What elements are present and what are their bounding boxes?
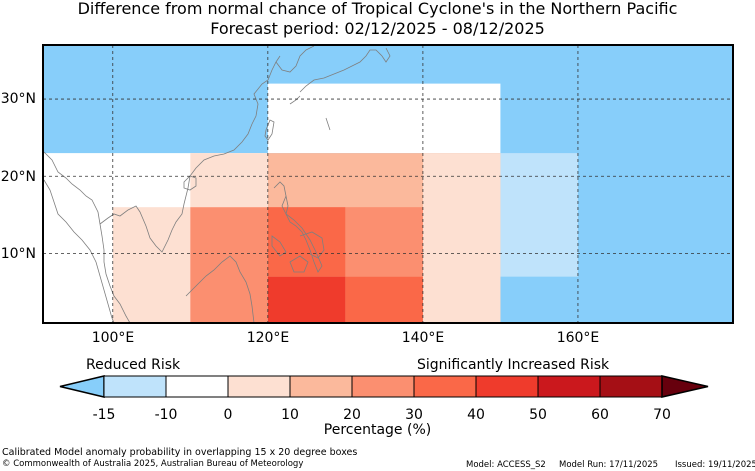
issued-date: Issued: 19/11/2025 <box>675 460 755 470</box>
anomaly-grid <box>43 45 733 323</box>
lat-label-30n: 30°N <box>0 91 36 107</box>
coastline-asia-mainland <box>43 55 281 324</box>
colorbar-tick-label: 0 <box>223 407 233 423</box>
forecast-period: Forecast period: 02/12/2025 - 08/12/2025 <box>210 19 545 38</box>
lon-label-100e: 100°E <box>91 330 135 346</box>
grid-cell-11 <box>267 276 346 323</box>
model-run: Model Run: 17/11/2025 <box>559 460 659 470</box>
lon-label-120e: 120°E <box>246 330 290 346</box>
coastline-borneo <box>185 255 255 324</box>
map-frame <box>42 44 734 324</box>
grid-cell-10 <box>345 276 423 323</box>
colorbar-extend-low <box>59 375 105 398</box>
colorbar-tick-label: 30 <box>405 407 423 423</box>
colorbar-bin-6 <box>475 375 539 398</box>
grid-cell-8 <box>345 207 423 277</box>
reduced-risk-label: Reduced Risk <box>86 357 181 373</box>
method-note: Calibrated Model anomaly probability in … <box>2 447 358 458</box>
coastline-korea <box>275 45 315 73</box>
graticule <box>43 45 733 323</box>
colorbar-bin-7 <box>537 375 601 398</box>
colorbar-tick-label: 60 <box>591 407 609 423</box>
grid-cell-7 <box>190 207 268 323</box>
colorbar-segments <box>59 375 709 398</box>
colorbar-tick-label: 50 <box>529 407 547 423</box>
colorbar-bin-2 <box>227 375 291 398</box>
chart-title: Difference from normal chance of Tropica… <box>77 0 678 18</box>
increased-risk-label: Significantly Increased Risk <box>417 357 610 373</box>
copyright-text: © Commonwealth of Australia 2025, Austra… <box>2 459 304 469</box>
colorbar-bin-0 <box>103 375 167 398</box>
coastline-japan <box>299 47 391 93</box>
grid-cell-6 <box>422 153 501 323</box>
colorbar-tick-label: 10 <box>281 407 299 423</box>
model-name: Model: ACCESS_S2 <box>466 460 546 470</box>
grid-cell-1 <box>267 83 501 154</box>
colorbar-tick-label: 40 <box>467 407 485 423</box>
lat-label-10n: 10°N <box>0 246 36 262</box>
colorbar-axis-label: Percentage (%) <box>323 422 432 438</box>
grid-cell-3 <box>500 153 578 277</box>
colorbar-tick-label: 20 <box>343 407 361 423</box>
colorbar-extend-high <box>661 375 709 398</box>
grid-cell-4 <box>112 207 191 323</box>
colorbar-bin-8 <box>599 375 663 398</box>
grid-cell-5 <box>190 153 268 208</box>
colorbar-tick-label: 70 <box>653 407 671 423</box>
coastline-ryukyu <box>289 95 331 131</box>
lon-label-160e: 160°E <box>556 330 600 346</box>
colorbar-bin-3 <box>289 375 353 398</box>
colorbar-bin-4 <box>351 375 415 398</box>
coastline-philippines <box>271 181 325 273</box>
colorbar-tick-label: -10 <box>154 407 178 423</box>
colorbar-tick-label: -15 <box>92 407 116 423</box>
colorbar-bin-1 <box>165 375 229 398</box>
lat-label-20n: 20°N <box>0 169 36 185</box>
colorbar-bin-5 <box>413 375 477 398</box>
lon-label-140e: 140°E <box>401 330 445 346</box>
coastline-taiwan <box>264 119 275 141</box>
